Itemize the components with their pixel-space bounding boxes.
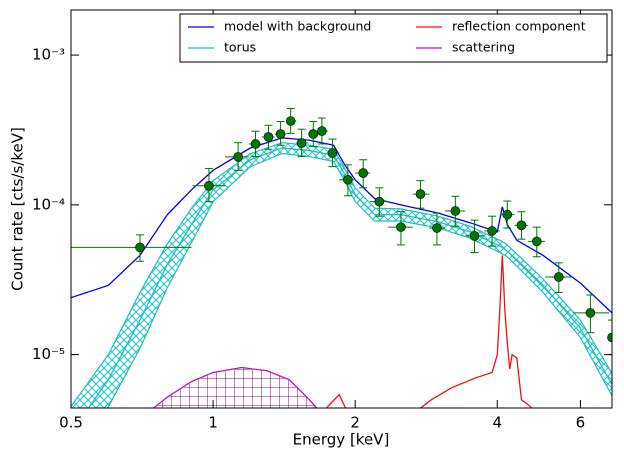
data-point bbox=[585, 308, 596, 318]
legend-label: scattering bbox=[452, 40, 515, 55]
band-edge bbox=[71, 142, 612, 407]
data-point bbox=[285, 116, 296, 126]
data-point bbox=[233, 152, 243, 162]
x-tick-label: 0.5 bbox=[59, 414, 83, 432]
plot-area bbox=[71, 107, 612, 408]
band-edge bbox=[106, 152, 612, 408]
legend-box bbox=[179, 13, 608, 63]
data-point bbox=[516, 220, 527, 231]
data-point bbox=[343, 174, 353, 185]
data-point bbox=[415, 189, 426, 199]
axes-frame bbox=[70, 9, 613, 409]
data-point bbox=[607, 332, 612, 343]
y-axis-label: Count rate [cts/s/keV] bbox=[9, 127, 27, 291]
line bbox=[326, 255, 532, 408]
data-point bbox=[204, 181, 214, 191]
legend-label: model with background bbox=[224, 19, 371, 34]
data-point bbox=[374, 196, 385, 207]
x-tick-label: 6 bbox=[576, 414, 586, 432]
legend-label: reflection component bbox=[452, 19, 586, 34]
legend: model with background torus reflection com… bbox=[179, 13, 608, 63]
y-tick-label: 10⁻⁴ bbox=[32, 195, 65, 213]
legend-label: torus bbox=[224, 40, 256, 55]
data-point bbox=[250, 139, 261, 149]
data-point bbox=[263, 132, 274, 142]
line bbox=[152, 366, 318, 408]
data-point bbox=[531, 236, 542, 247]
data-point bbox=[358, 168, 369, 178]
data-point bbox=[450, 206, 461, 216]
x-tick-label: 1 bbox=[208, 414, 218, 432]
data-point bbox=[432, 223, 442, 233]
data-point bbox=[317, 126, 327, 136]
data-point bbox=[308, 129, 319, 139]
x-axis-label: Energy [keV] bbox=[293, 431, 390, 449]
x-tick-label: 4 bbox=[493, 414, 503, 432]
data-point bbox=[135, 242, 145, 253]
area-fill bbox=[145, 367, 322, 408]
data-point bbox=[487, 226, 497, 236]
data-point bbox=[554, 272, 564, 282]
y-tick-label: 10⁻³ bbox=[32, 46, 65, 64]
y-tick-label: 10⁻⁵ bbox=[32, 345, 65, 363]
data-point bbox=[275, 129, 286, 139]
data-point bbox=[396, 222, 406, 232]
data-point bbox=[327, 148, 338, 158]
data-point bbox=[296, 138, 307, 148]
line bbox=[87, 147, 612, 408]
band-fill bbox=[71, 142, 612, 408]
data-point bbox=[502, 209, 513, 220]
data-point bbox=[469, 231, 480, 241]
x-tick-label: 2 bbox=[350, 414, 360, 432]
